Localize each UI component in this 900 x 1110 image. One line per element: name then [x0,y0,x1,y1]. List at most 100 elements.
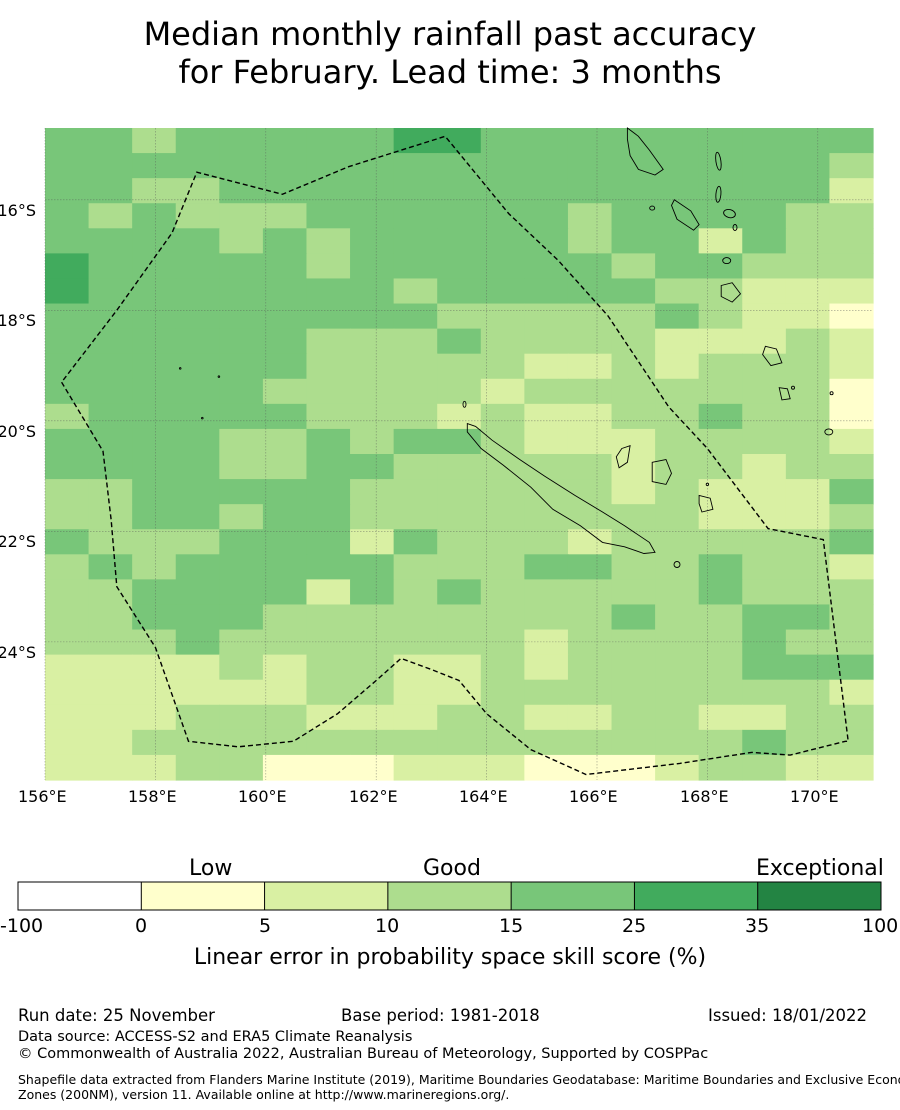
skill-cell [306,353,351,380]
skill-cell [45,353,90,380]
skill-cell [88,679,133,706]
skill-cell [829,479,874,505]
skill-cell [219,529,264,555]
skill-cell [45,629,90,656]
skill-cell [785,203,831,229]
skill-cell [785,729,831,756]
skill-cell [393,303,438,330]
skill-cell [524,479,569,505]
skill-cell [350,654,395,681]
skill-cell [88,228,133,254]
skill-cell [45,303,90,330]
skill-cell [742,654,787,681]
skill-cell [350,729,395,756]
skill-cell [742,128,787,154]
skill-cell [219,554,264,580]
lon-label-164e: 164°E [459,787,508,806]
lon-label-162e: 162°E [349,787,398,806]
skill-cell [742,479,787,505]
colorbar-tick: 10 [375,915,400,937]
lat-label-22s: 22°S [0,532,36,551]
skill-cell [567,679,613,706]
skill-cell [132,679,177,706]
skill-cell [829,729,874,756]
skill-cell [175,504,220,530]
skill-cell [219,454,264,480]
skill-cell [480,579,525,606]
skill-cell [742,504,787,530]
skill-cell [219,729,264,756]
skill-cell [698,353,743,380]
skill-cell [88,428,133,455]
skill-cell [655,629,700,656]
skill-cell [655,203,700,229]
skill-cell [480,228,525,254]
skill-cell [350,353,395,380]
skill-cell [611,654,656,681]
skill-cell [698,153,743,179]
skill-cell [611,679,656,706]
skill-cell [262,278,308,305]
island-small [705,482,710,487]
skill-cell [698,403,743,430]
skill-cell [132,228,177,254]
skill-cell [88,278,133,305]
skill-cell [393,679,438,706]
skill-cell [567,554,613,580]
skill-cell [88,454,133,480]
skill-cell [306,579,351,606]
skill-cell [175,554,220,580]
colorbar-swatch [634,882,759,910]
skill-cell [132,328,177,355]
skill-cell [175,153,220,179]
colorbar-tick: 100 [862,915,899,937]
skill-cell [393,403,438,430]
skill-cell [306,378,351,405]
chart-title-line2: for February. Lead time: 3 months [178,53,722,91]
skill-cell [350,403,395,430]
skill-cell [175,353,220,380]
skill-cell [306,128,351,154]
skill-cell [45,729,90,756]
skill-cell [132,654,177,681]
island-belep [462,400,467,408]
island-isle-of-pines [673,561,681,568]
skill-cell [785,428,831,455]
skill-cell [262,629,308,656]
skill-cell [393,454,438,480]
skill-cell [350,504,395,530]
skill-cell [742,554,787,580]
skill-cell [698,654,743,681]
skill-cell [219,403,264,430]
skill-cell [132,353,177,380]
skill-cell [350,454,395,480]
skill-cell [175,754,220,781]
skill-cell [175,228,220,254]
skill-cell [785,128,831,154]
base-period: Base period: 1981-2018 [341,1006,540,1025]
skill-cell [785,253,831,280]
skill-cell [219,479,264,505]
skill-cell [219,679,264,706]
skill-cell [480,629,525,656]
skill-cell [480,529,525,555]
skill-cell [132,403,177,430]
skill-cell [742,353,787,380]
skill-cell [524,328,569,355]
skill-cell [742,629,787,656]
skill-cell [45,654,90,681]
skill-cell [45,328,90,355]
skill-cell [393,228,438,254]
skill-cell [45,704,90,731]
skill-cell [611,704,656,731]
skill-cell [175,604,220,631]
skill-cell [88,403,133,430]
skill-cell [393,654,438,681]
lat-label-18s: 18°S [0,311,36,330]
skill-cell [306,278,351,305]
skill-cell [88,654,133,681]
skill-cell [829,303,874,330]
skill-cell [175,454,220,480]
colorbar-frame [17,881,882,911]
skill-cell [350,253,395,280]
